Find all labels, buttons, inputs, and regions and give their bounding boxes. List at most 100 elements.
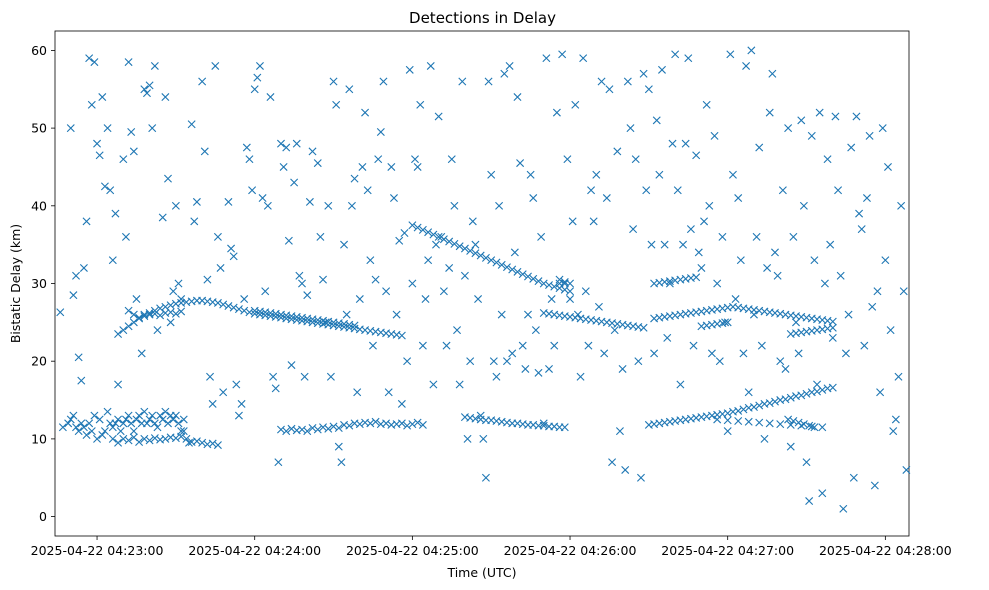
detection-point <box>114 438 123 447</box>
detection-point <box>150 434 159 443</box>
detection-point <box>626 124 635 133</box>
detection-point <box>300 372 309 381</box>
detection-point <box>881 256 890 265</box>
detection-point <box>213 298 222 307</box>
x-axis-ticks: 2025-04-22 04:23:00 2025-04-22 04:24:00 20… <box>31 536 952 558</box>
detection-point <box>897 201 906 210</box>
detection-point <box>650 349 659 358</box>
detection-point <box>127 419 136 428</box>
detection-point <box>250 85 259 94</box>
detection-point <box>615 427 624 436</box>
detection-point <box>755 401 764 410</box>
detection-point <box>198 77 207 86</box>
detection-point <box>455 242 464 251</box>
x-tick-label: 2025-04-22 04:26:00 <box>504 543 637 558</box>
detection-point <box>445 237 454 246</box>
x-tick-label: 2025-04-22 04:28:00 <box>819 543 952 558</box>
detection-point <box>531 326 540 335</box>
detection-point <box>776 420 785 429</box>
detection-point <box>749 403 758 412</box>
detection-point <box>79 263 88 272</box>
detection-point <box>739 349 748 358</box>
detection-point <box>129 310 138 319</box>
detection-point <box>513 267 522 276</box>
detection-point <box>768 69 777 78</box>
detection-point <box>891 415 900 424</box>
detection-point <box>868 302 877 311</box>
detection-point <box>100 182 109 191</box>
detection-point <box>647 240 656 249</box>
detection-point <box>140 434 149 443</box>
detection-point <box>728 170 737 179</box>
detection-point <box>400 229 409 237</box>
detection-point <box>723 318 732 327</box>
detection-point <box>303 291 312 300</box>
detection-point <box>69 411 78 420</box>
detection-point <box>526 170 535 179</box>
detection-point <box>841 349 850 358</box>
detection-point <box>103 407 112 416</box>
detection-point <box>429 230 438 239</box>
detection-point <box>786 393 795 402</box>
detection-point <box>140 312 149 321</box>
detection-point <box>818 489 827 498</box>
detection-point <box>839 504 848 513</box>
detection-point <box>566 295 575 304</box>
detection-point <box>581 287 590 296</box>
detection-point <box>374 155 383 164</box>
detection-point <box>418 341 427 350</box>
detection-point <box>345 421 354 430</box>
detection-point <box>705 201 714 210</box>
detection-point <box>584 341 593 350</box>
detection-point <box>324 201 333 210</box>
y-axis-ticks: 0 10 20 30 40 50 60 <box>31 43 55 524</box>
detection-point <box>111 419 120 428</box>
detection-point <box>179 415 188 424</box>
detection-point <box>500 69 509 78</box>
detection-point <box>439 235 448 244</box>
detection-point <box>545 364 553 373</box>
y-tick-label: 10 <box>31 431 47 446</box>
detection-point <box>245 155 254 164</box>
detection-point <box>828 333 837 342</box>
detection-point <box>734 417 743 426</box>
detection-point <box>142 89 151 98</box>
detection-point <box>721 318 730 327</box>
detection-point <box>166 301 175 310</box>
detection-point <box>413 418 422 427</box>
detection-point <box>605 85 614 94</box>
detection-point <box>148 411 157 420</box>
detection-point <box>271 384 280 393</box>
detection-point <box>865 131 874 140</box>
detection-point <box>899 287 908 296</box>
detection-point <box>857 225 866 234</box>
detection-point <box>613 147 622 156</box>
detection-point <box>700 217 709 226</box>
detection-point <box>87 427 96 436</box>
detection-point <box>397 331 406 340</box>
detection-point <box>810 256 819 265</box>
detection-point <box>860 341 869 350</box>
detection-point <box>353 388 362 397</box>
y-tick-label: 0 <box>39 509 47 524</box>
detection-point <box>326 372 335 381</box>
detection-point <box>98 93 107 102</box>
detection-point <box>692 273 701 282</box>
detection-point <box>450 239 459 248</box>
detection-point <box>763 263 772 272</box>
y-tick-label: 60 <box>31 43 47 58</box>
detection-point <box>799 201 808 210</box>
x-tick-label: 2025-04-22 04:25:00 <box>346 543 479 558</box>
detection-point <box>424 228 433 237</box>
detection-point <box>408 279 417 288</box>
detection-point <box>366 419 375 428</box>
detection-point <box>219 388 228 397</box>
detection-point <box>579 54 588 63</box>
detection-point <box>434 112 443 121</box>
detection-point <box>379 77 388 86</box>
detection-point <box>208 439 217 448</box>
detection-point <box>198 438 207 447</box>
detection-point <box>240 295 249 304</box>
detection-point <box>642 186 651 195</box>
